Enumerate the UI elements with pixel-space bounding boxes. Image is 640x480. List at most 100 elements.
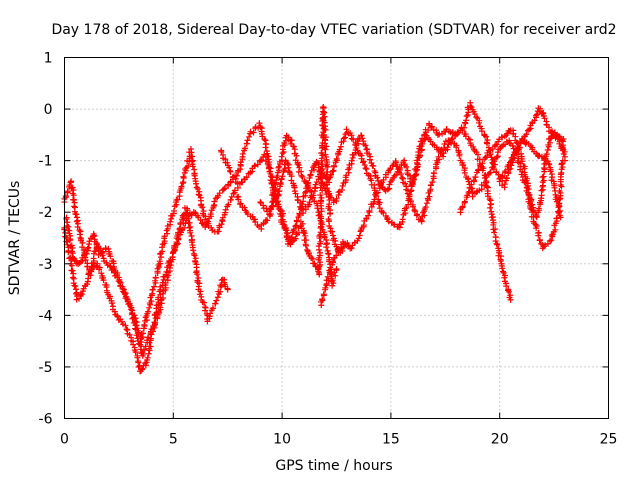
data-point — [324, 240, 331, 247]
data-point — [366, 150, 373, 157]
data-point — [548, 237, 555, 244]
data-point — [359, 135, 366, 142]
data-point — [92, 238, 99, 245]
data-point — [145, 350, 152, 357]
data-point — [541, 166, 548, 173]
plot-frame — [64, 57, 609, 419]
data-point — [374, 189, 381, 196]
data-point — [487, 169, 494, 176]
y-tick-label-1: 1 — [44, 51, 53, 67]
data-point — [178, 183, 185, 190]
data-point — [261, 136, 268, 143]
data-point — [77, 291, 84, 298]
data-point — [437, 147, 444, 154]
data-point — [74, 224, 81, 231]
data-point — [149, 328, 156, 335]
data-point — [333, 252, 340, 259]
data-point — [151, 283, 158, 290]
data-point — [122, 322, 129, 329]
data-point — [64, 188, 71, 195]
data-point — [495, 171, 502, 178]
data-point — [435, 153, 442, 160]
data-point — [465, 189, 472, 196]
data-point — [235, 196, 242, 203]
data-point — [156, 258, 163, 265]
y-axis-label: SDTVAR / TECUs — [7, 181, 23, 296]
data-point — [152, 274, 159, 281]
data-point — [503, 175, 510, 182]
data-point — [515, 144, 522, 151]
data-point — [332, 272, 339, 279]
data-point — [241, 145, 248, 152]
data-point — [324, 168, 331, 175]
data-point — [543, 151, 550, 158]
data-point — [293, 217, 300, 224]
data-point — [411, 207, 418, 214]
data-point — [186, 224, 193, 231]
data-point — [416, 152, 423, 159]
data-point — [523, 131, 530, 138]
data-point — [338, 187, 345, 194]
data-point — [461, 198, 468, 205]
data-point — [257, 199, 264, 206]
data-point — [69, 244, 76, 251]
data-point — [343, 126, 350, 133]
data-point — [214, 294, 221, 301]
data-point — [505, 287, 512, 294]
data-point — [473, 114, 480, 121]
data-point — [494, 241, 501, 248]
data-point — [296, 164, 303, 171]
y-tick-label--6: -6 — [39, 412, 53, 428]
data-point — [489, 164, 496, 171]
data-point — [506, 159, 513, 166]
data-point — [469, 193, 476, 200]
data-point — [413, 171, 420, 178]
data-point — [430, 170, 437, 177]
data-point — [290, 143, 297, 150]
data-point — [533, 225, 540, 232]
data-point — [285, 164, 292, 171]
data-point — [275, 205, 282, 212]
data-point — [83, 250, 90, 257]
data-point — [375, 201, 382, 208]
data-point — [105, 245, 112, 252]
data-point — [433, 127, 440, 134]
data-point — [277, 180, 284, 187]
data-point — [461, 169, 468, 176]
data-point — [211, 198, 218, 205]
data-point — [541, 115, 548, 122]
data-point — [272, 195, 279, 202]
data-point — [293, 230, 300, 237]
data-point — [544, 147, 551, 154]
data-point — [509, 142, 516, 149]
data-point — [321, 126, 328, 133]
data-point — [62, 193, 69, 200]
data-point — [65, 249, 72, 256]
data-point — [71, 282, 78, 289]
data-point — [147, 343, 154, 350]
data-point — [263, 205, 270, 212]
data-point — [108, 300, 115, 307]
data-point — [484, 140, 491, 147]
data-point — [194, 271, 201, 278]
data-point — [459, 127, 466, 134]
data-point — [366, 156, 373, 163]
data-point — [328, 171, 335, 178]
data-point — [499, 172, 506, 179]
data-point — [394, 163, 401, 170]
data-point — [149, 286, 156, 293]
x-tick-label-15: 15 — [382, 432, 400, 448]
data-point — [172, 242, 179, 249]
data-point — [428, 123, 435, 130]
data-point — [362, 142, 369, 149]
data-point — [199, 204, 206, 211]
data-point — [226, 164, 233, 171]
data-point — [463, 113, 470, 120]
data-point — [233, 172, 240, 179]
data-point — [195, 191, 202, 198]
data-point — [478, 128, 485, 135]
data-point — [191, 252, 198, 259]
data-point — [275, 191, 282, 198]
data-point — [324, 163, 331, 170]
